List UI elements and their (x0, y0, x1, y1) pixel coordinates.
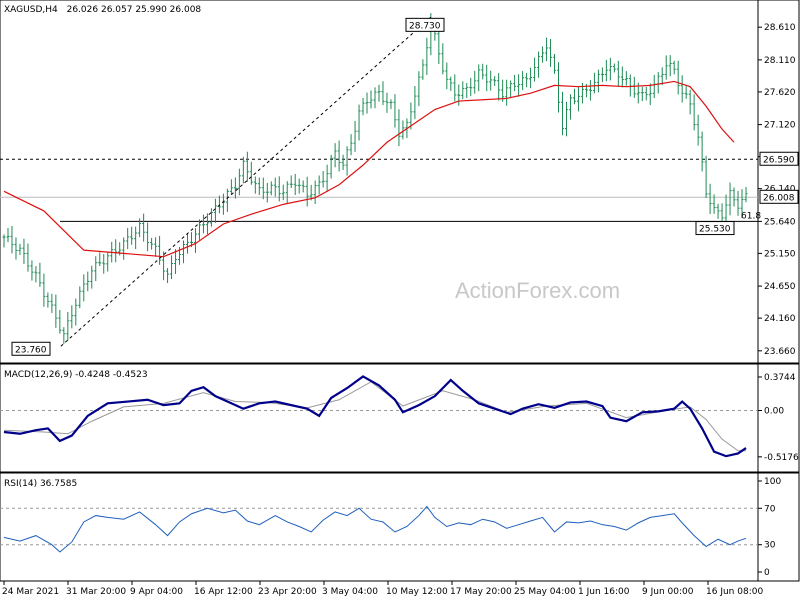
rsi-tick-label: 0 (764, 568, 770, 578)
price-grid (0, 158, 758, 222)
time-tick-label: 1 Jun 16:00 (578, 587, 630, 597)
price-tick-label: 28.110 (764, 56, 796, 66)
rsi-panel-frame (0, 472, 800, 582)
macd-tick-label: 0.00 (764, 406, 784, 416)
high-label-box (405, 17, 445, 32)
price-tick-label: 24.650 (764, 282, 796, 292)
price-tick-label: 25.150 (764, 249, 796, 259)
rsi-axis: 100 70 30 0 (758, 477, 781, 578)
low-label-box (11, 341, 51, 356)
rsi-tick-label: 70 (764, 504, 776, 514)
resistance-axis-box (759, 151, 799, 166)
ohlc-values: 26.026 26.057 25.990 26.008 (67, 5, 202, 15)
price-panel-frame (0, 0, 800, 364)
resistance-axis-label: 26.590 (763, 155, 795, 165)
price-tick-label: 24.160 (764, 314, 796, 324)
moving-average-line (3, 80, 735, 258)
macd-title: MACD(12,26,9) -0.4248 -0.4523 (4, 370, 148, 380)
time-tick-label: 17 May 20:00 (450, 587, 512, 597)
symbol-name: XAGUSD,H4 (4, 5, 58, 15)
price-tick-label: 27.120 (764, 121, 796, 131)
rsi-line (3, 505, 747, 553)
macd-axis: 0.3744 0.00 -0.5176 (758, 373, 799, 463)
rsi-tick-label: 30 (764, 541, 776, 551)
high-label: 28.730 (409, 21, 441, 31)
time-tick-label: 23 Apr 20:00 (258, 587, 317, 597)
time-tick-label: 10 May 12:00 (386, 587, 448, 597)
support-label-box (695, 221, 735, 236)
fib-label: 61.8 (741, 211, 761, 221)
symbol-label: XAGUSD,H4 26.026 26.057 25.990 26.008 (4, 5, 201, 15)
time-tick-label: 16 Jun 08:00 (706, 587, 763, 597)
support-label: 25.530 (699, 225, 731, 235)
price-tick-label: 26.140 (764, 185, 796, 195)
price-axis: 28.61028.11027.62027.12026.63026.14025.6… (741, 23, 799, 357)
rsi-tick-label: 100 (764, 477, 781, 487)
price-tick-label: 23.660 (764, 347, 796, 357)
macd-panel-frame (0, 363, 800, 473)
macd-line (3, 375, 747, 458)
time-tick-label: 3 May 04:00 (322, 587, 378, 597)
low-label: 23.760 (15, 345, 47, 355)
macd-series (0, 375, 758, 458)
watermark: ActionForex.com (455, 278, 620, 303)
price-tick-label: 28.610 (764, 23, 796, 33)
time-tick-label: 9 Jun 00:00 (642, 587, 694, 597)
macd-signal-line (3, 381, 746, 452)
trendline (60, 14, 434, 347)
time-axis: 24 Mar 2021 31 Mar 20:00 9 Apr 04:00 16 Apr… (2, 581, 763, 597)
time-tick-label: 9 Apr 04:00 (130, 587, 183, 597)
time-tick-label: 31 Mar 20:00 (66, 587, 126, 597)
rsi-series (0, 505, 758, 553)
last-price-label: 26.008 (763, 193, 795, 203)
macd-tick-label: 0.3744 (764, 373, 796, 383)
last-price-box (759, 189, 799, 204)
price-tick-label: 25.640 (764, 217, 796, 227)
price-tick-label: 27.620 (764, 88, 796, 98)
time-tick-label: 16 Apr 12:00 (194, 587, 253, 597)
macd-tick-label: -0.5176 (764, 453, 799, 463)
time-tick-label: 24 Mar 2021 (2, 587, 59, 597)
price-series: 28.730 23.760 25.530 (2, 13, 748, 356)
time-tick-label: 25 May 04:00 (514, 587, 576, 597)
rsi-title: RSI(14) 36.7585 (4, 479, 77, 489)
